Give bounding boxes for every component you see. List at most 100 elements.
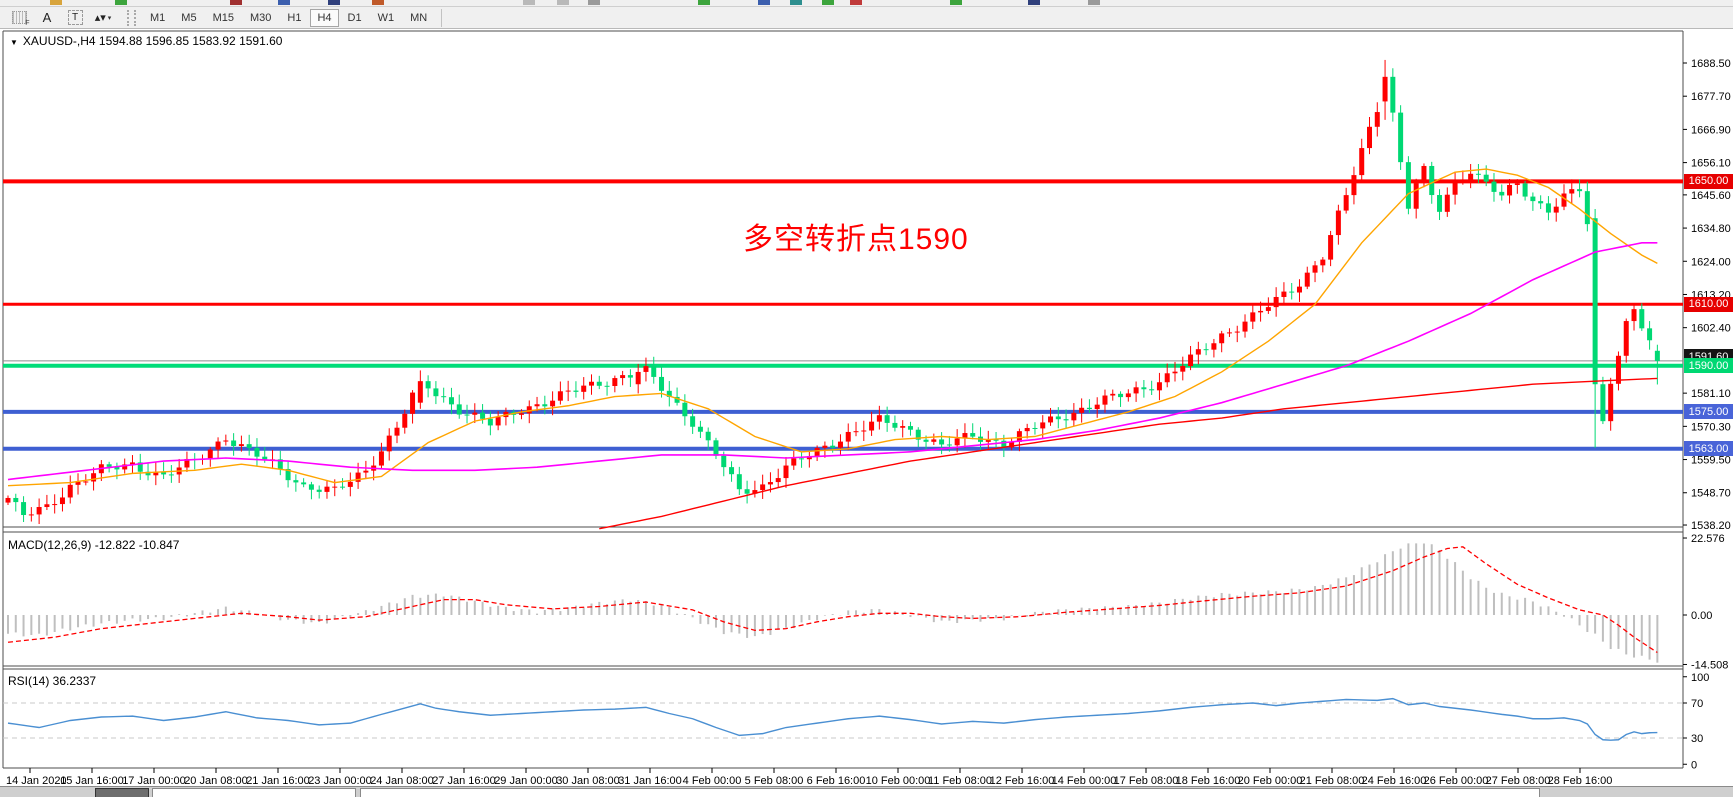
date-tick-label: 14 Feb 00:00 <box>1052 775 1117 787</box>
date-tick-label: 24 Feb 16:00 <box>1362 775 1427 787</box>
price-tick-label: 1570.30 <box>1691 421 1731 433</box>
price-tick-label: 1538.20 <box>1691 520 1731 532</box>
macd-tick-label: -14.508 <box>1691 659 1728 671</box>
timeframe-button-m1[interactable]: M1 <box>150 11 166 24</box>
candles <box>5 59 1660 525</box>
grid-f-icon[interactable]: F <box>6 8 32 27</box>
timeframe-button-mn[interactable]: MN <box>410 11 428 24</box>
date-tick-label: 30 Jan 08:00 <box>556 775 620 787</box>
date-tick-label: 24 Jan 08:00 <box>370 775 434 787</box>
date-tick-label: 23 Jan 00:00 <box>308 775 372 787</box>
rsi-tick-label: 0 <box>1691 759 1697 771</box>
toolbar-drag-handle[interactable] <box>127 9 136 26</box>
toolbar-icon-fragment <box>115 0 127 5</box>
toolbar-icon-fragment <box>850 0 862 5</box>
price-badge-1575.00: 1575.00 <box>1684 404 1733 420</box>
date-tick-label: 6 Feb 16:00 <box>807 775 866 787</box>
toolbar-icon-fragment <box>950 0 962 5</box>
toolbar-icon-fragment <box>50 0 62 5</box>
text-a-icon[interactable]: A <box>42 10 52 25</box>
date-tick-label: 27 Feb 08:00 <box>1486 775 1551 787</box>
date-tick-label: 4 Feb 00:00 <box>683 775 742 787</box>
timeframe-button-d1[interactable]: D1 <box>347 11 362 24</box>
toolbar-sliver <box>0 0 1733 7</box>
toolbar-icon-fragment <box>1088 0 1100 5</box>
macd-tick-label: 0.00 <box>1691 610 1712 622</box>
price-tick-label: 1656.10 <box>1691 158 1731 170</box>
toolbar-separator <box>441 8 443 27</box>
toolbar-icon-fragment <box>1028 0 1040 5</box>
toolbar-icon-fragment <box>758 0 770 5</box>
toolbar-icon-fragment <box>230 0 242 5</box>
price-tick-label: 1548.70 <box>1691 488 1731 500</box>
arrows-icon[interactable]: ▴▾ ▾ <box>94 12 112 24</box>
date-tick-label: 14 Jan 2020 <box>6 775 67 787</box>
price-tick-label: 1666.90 <box>1691 124 1731 136</box>
timeframe-button-h4[interactable]: H4 <box>310 8 339 27</box>
date-tick-label: 26 Feb 00:00 <box>1424 775 1489 787</box>
date-tick-label: 12 Feb 16:00 <box>990 775 1055 787</box>
date-tick-label: 5 Feb 08:00 <box>745 775 804 787</box>
toolbar-icon-fragment <box>278 0 290 5</box>
ma-fast-line <box>7 168 1658 487</box>
chart-annotation: 多空转折点1590 <box>743 223 969 256</box>
date-tick-label: 18 Feb 16:00 <box>1176 775 1241 787</box>
date-tick-label: 21 Feb 08:00 <box>1300 775 1365 787</box>
toolbar-icon-fragment <box>328 0 340 5</box>
rsi-line <box>7 697 1658 741</box>
timeframe-button-m5[interactable]: M5 <box>181 11 197 24</box>
rsi-label: RSI(14) 36.2337 <box>8 674 97 688</box>
date-tick-label: 17 Feb 08:00 <box>1114 775 1179 787</box>
symbol-ohlc-text: XAUUSD-,H4 1594.88 1596.85 1583.92 1591.… <box>22 34 283 48</box>
toolbar-icon-fragment <box>372 0 384 5</box>
date-tick-label: 20 Feb 00:00 <box>1238 775 1303 787</box>
ma-mid-line <box>7 242 1658 481</box>
date-tick-label: 11 Feb 08:00 <box>928 775 992 787</box>
chart-symbol-title[interactable]: ▼ XAUUSD-,H4 1594.88 1596.85 1583.92 1591… <box>10 34 282 48</box>
chart-tab[interactable] <box>360 788 1540 797</box>
price-tick-label: 1688.50 <box>1691 58 1731 70</box>
price-badge-1590.00: 1590.00 <box>1684 358 1733 374</box>
macd-histogram <box>7 543 1659 663</box>
toolbar-icon-fragment <box>523 0 535 5</box>
toolbar-icon-fragment <box>698 0 710 5</box>
timeframe-button-h1[interactable]: H1 <box>287 11 302 24</box>
toolbar-icon-fragment <box>588 0 600 5</box>
chart-tab[interactable] <box>95 788 149 797</box>
date-tick-label: 31 Jan 16:00 <box>618 775 682 787</box>
chart-tab-strip <box>0 786 1733 797</box>
price-badge-1610.00: 1610.00 <box>1684 296 1733 312</box>
toolbar-icon-fragment <box>557 0 569 5</box>
date-tick-label: 15 Jan 16:00 <box>60 775 124 787</box>
rsi-tick-label: 70 <box>1691 698 1703 710</box>
timeframe-button-w1[interactable]: W1 <box>377 11 395 24</box>
date-tick-label: 10 Feb 00:00 <box>866 775 931 787</box>
rsi-tick-label: 30 <box>1691 733 1703 745</box>
date-tick-label: 20 Jan 08:00 <box>184 775 248 787</box>
macd-tick-label: 22.576 <box>1691 533 1725 545</box>
timeframe-button-m15[interactable]: M15 <box>212 11 234 24</box>
chart-canvas[interactable]: 1688.50 1677.70 1666.90 1656.10 1645.60 1634.… <box>0 28 1733 797</box>
price-tick-label: 1602.40 <box>1691 323 1731 335</box>
chart-tab[interactable] <box>152 788 356 797</box>
date-tick-label: 28 Feb 16:00 <box>1548 775 1613 787</box>
date-tick-label: 21 Jan 16:00 <box>246 775 310 787</box>
ma-slow-line <box>599 377 1658 530</box>
price-badge-1650.00: 1650.00 <box>1684 173 1733 189</box>
chart-toolbar: F A T ▴▾ ▾ M1 M5 M15 M30 H1 H4 D1 W1 MN <box>0 7 1733 29</box>
price-tick-label: 1677.70 <box>1691 91 1731 103</box>
price-tick-label: 1581.10 <box>1691 388 1731 400</box>
toolbar-icon-fragment <box>822 0 834 5</box>
macd-signal-line <box>7 546 1658 654</box>
chart-dropdown-icon[interactable]: ▼ <box>10 38 18 47</box>
timeframe-group: M1 M5 M15 M30 H1 H4 D1 W1 MN <box>142 8 435 27</box>
price-badge-1563.00: 1563.00 <box>1684 441 1733 457</box>
price-tick-label: 1624.00 <box>1691 256 1731 268</box>
toolbar-icon-fragment <box>790 0 802 5</box>
date-tick-label: 17 Jan 00:00 <box>122 775 186 787</box>
macd-label: MACD(12,26,9) -12.822 -10.847 <box>8 538 180 552</box>
text-box-icon[interactable]: T <box>62 8 88 27</box>
dropdown-caret-icon[interactable]: ▾ <box>107 14 112 22</box>
timeframe-button-m30[interactable]: M30 <box>249 11 272 24</box>
